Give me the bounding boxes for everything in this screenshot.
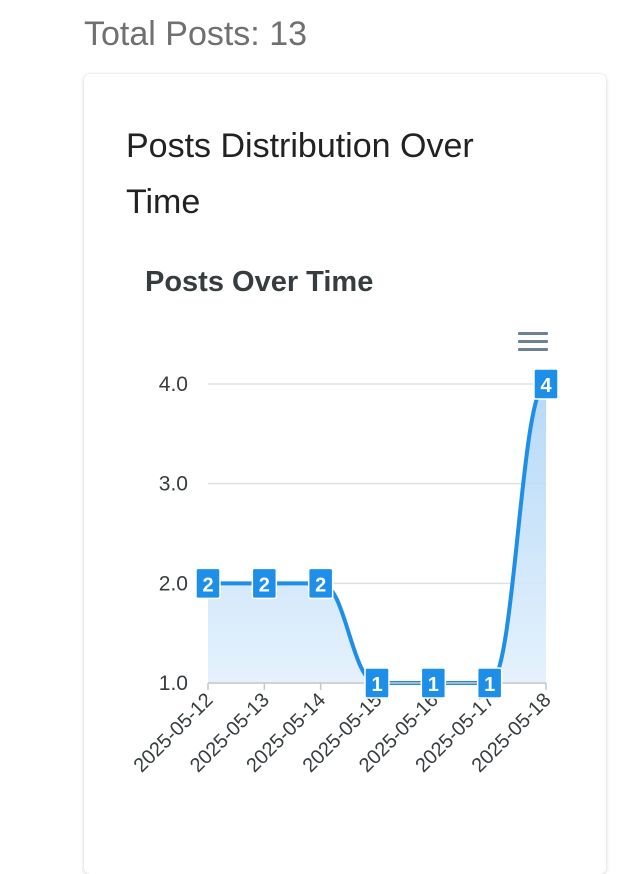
data-label: 1 bbox=[371, 674, 382, 696]
data-label-bg bbox=[251, 567, 278, 600]
y-tick-label: 4.0 bbox=[159, 373, 188, 396]
data-label: 2 bbox=[202, 574, 213, 596]
data-label-bg bbox=[476, 667, 503, 699]
data-label-bg bbox=[533, 368, 559, 400]
data-label-bg bbox=[364, 667, 390, 699]
chart-title: Posts Over Time bbox=[145, 266, 374, 298]
total-posts-count: Total Posts: 13 bbox=[84, 15, 308, 53]
data-label: 2 bbox=[315, 574, 326, 596]
y-tick-label: 3.0 bbox=[159, 473, 188, 496]
data-label: 1 bbox=[428, 674, 439, 696]
hamburger-menu-icon[interactable] bbox=[518, 332, 548, 354]
chart-svg: 1.02.03.04.0 2025-05-122025-05-132025-05… bbox=[130, 368, 559, 777]
posts-distribution-card: Posts Distribution Over Time Posts Over … bbox=[84, 74, 606, 874]
y-tick-label: 2.0 bbox=[159, 572, 188, 595]
series-area bbox=[208, 384, 546, 683]
posts-over-time-chart: Posts Over Time 1.0 2.0 3.0 4.0 2025-05-12 2… bbox=[84, 254, 606, 874]
data-label: 1 bbox=[484, 674, 495, 696]
y-tick-label: 1.0 bbox=[159, 672, 188, 695]
card-title: Posts Distribution Over Time bbox=[126, 127, 474, 221]
data-label-bg bbox=[307, 567, 334, 600]
data-label: 4 bbox=[540, 375, 552, 397]
data-label: 2 bbox=[259, 574, 270, 596]
data-label-bg bbox=[420, 667, 447, 699]
data-label-bg bbox=[195, 567, 221, 600]
